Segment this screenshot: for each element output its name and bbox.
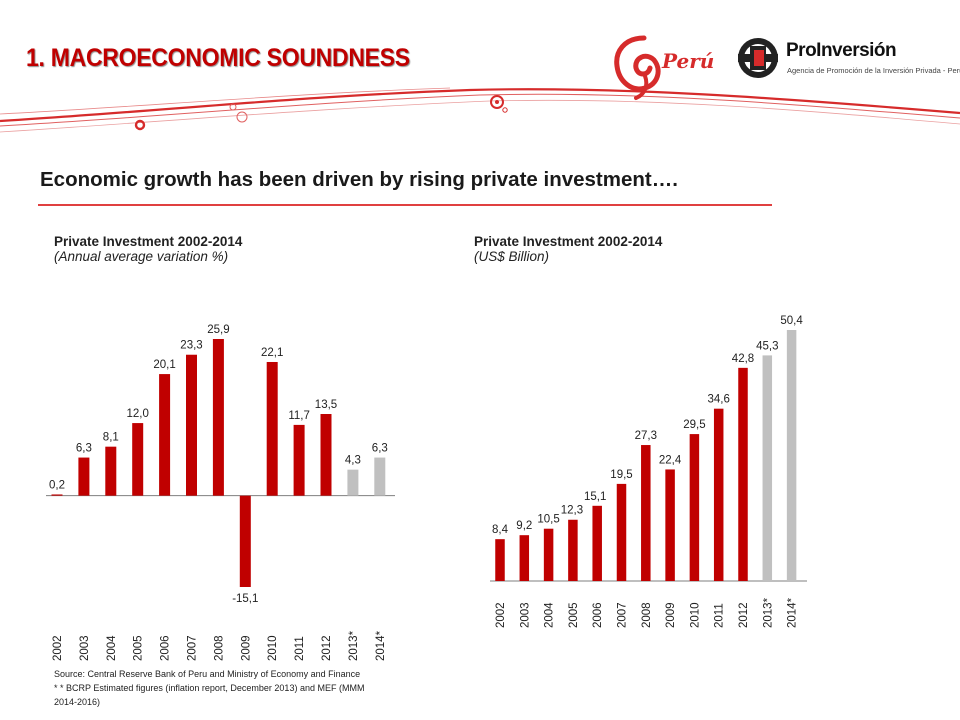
data-label-2008: 27,3 (635, 430, 657, 442)
tick-label-2014*: 2014* (787, 597, 799, 628)
data-label-2003: 9,2 (516, 520, 532, 532)
data-label-2007: 23,3 (180, 340, 202, 352)
bar-2004 (105, 446, 117, 496)
slide-subtitle: Economic growth has been driven by risin… (40, 168, 678, 191)
tick-label-2007: 2007 (617, 602, 629, 628)
data-label-2012: 42,8 (732, 353, 754, 365)
tick-label-2003: 2003 (79, 635, 91, 661)
tick-label-2008: 2008 (213, 635, 225, 661)
bar-2010 (689, 434, 700, 581)
left-chart-heading: Private Investment 2002-2014 (Annual ave… (54, 234, 242, 264)
tick-label-2004: 2004 (544, 602, 556, 628)
tick-label-2011: 2011 (714, 603, 726, 628)
right-chart-title: Private Investment 2002-2014 (474, 234, 663, 249)
tick-label-2007: 2007 (187, 635, 199, 661)
tick-label-2002: 2002 (52, 635, 64, 661)
bar-2008 (641, 445, 651, 581)
bar-2007 (616, 483, 627, 581)
bar-2014* (374, 457, 386, 496)
data-label-2009: 22,4 (659, 454, 682, 466)
tick-label-2011: 2011 (294, 636, 306, 661)
data-label-2010: 29,5 (683, 419, 705, 431)
bar-2007 (186, 354, 197, 496)
data-label-2002: 8,4 (492, 524, 509, 536)
tick-label-2002: 2002 (495, 602, 507, 628)
subtitle-divider (38, 204, 772, 206)
header-swoosh (0, 87, 960, 133)
data-label-2002: 0,2 (49, 479, 65, 491)
source-line-1: Source: Central Reserve Bank of Peru and… (54, 669, 361, 679)
tick-label-2014*: 2014* (375, 630, 387, 661)
tick-label-2010: 2010 (689, 602, 701, 628)
bar-2012 (320, 414, 332, 496)
tick-label-2004: 2004 (106, 635, 118, 661)
data-label-2004: 10,5 (537, 514, 559, 526)
left-chart-title: Private Investment 2002-2014 (54, 234, 243, 249)
bar-2006 (592, 505, 602, 581)
source-line-2: * * BCRP Estimated figures (inflation re… (54, 683, 365, 693)
tick-label-2006: 2006 (160, 635, 172, 661)
bar-2004 (543, 528, 554, 581)
left-chart-subtitle: (Annual average variation %) (54, 249, 229, 264)
data-label-2008: 25,9 (207, 324, 229, 336)
source-line-3: 2014-2016) (54, 697, 101, 707)
bar-2005 (132, 423, 144, 496)
bar-2013* (347, 469, 359, 496)
tick-label-2009: 2009 (240, 635, 252, 661)
tick-label-2009: 2009 (665, 602, 677, 628)
data-label-2009: -15,1 (232, 593, 258, 605)
bar-2008 (212, 339, 224, 496)
bar-2005 (568, 519, 578, 581)
peru-logo: Perú (614, 35, 714, 100)
data-label-2004: 8,1 (103, 432, 119, 444)
data-label-2011: 34,6 (708, 394, 730, 406)
bar-2014* (786, 330, 797, 581)
bar-2006 (159, 374, 171, 496)
bar-2003 (519, 535, 530, 581)
data-label-2010: 22,1 (261, 347, 283, 359)
tick-label-2010: 2010 (267, 635, 279, 661)
data-label-2003: 6,3 (76, 443, 92, 455)
data-label-2014*: 6,3 (372, 443, 388, 455)
tick-label-2006: 2006 (592, 602, 604, 628)
tick-label-2005: 2005 (568, 602, 580, 628)
proinversion-logo-name: ProInversión (786, 40, 897, 61)
data-label-2005: 12,0 (127, 408, 149, 420)
bar-2011 (713, 408, 724, 581)
tick-label-2003: 2003 (519, 602, 531, 628)
bar-2003 (78, 457, 90, 496)
data-label-2006: 15,1 (584, 491, 606, 503)
tick-label-2005: 2005 (133, 635, 145, 661)
data-label-2007: 19,5 (610, 469, 632, 481)
bar-2012 (738, 367, 748, 581)
bar-2013* (762, 355, 773, 581)
data-label-2006: 20,1 (153, 359, 175, 371)
bar-2009 (665, 469, 675, 581)
tick-label-2008: 2008 (641, 602, 653, 628)
data-label-2014*: 50,4 (780, 315, 803, 327)
bar-2011 (293, 424, 305, 496)
bar-2002 (51, 494, 63, 496)
source-note: Source: Central Reserve Bank of Peru and… (54, 667, 444, 709)
data-label-2005: 12,3 (561, 505, 583, 517)
right-chart-heading: Private Investment 2002-2014 (US$ Billio… (474, 234, 662, 264)
tick-label-2013*: 2013* (348, 630, 360, 661)
proinversion-logo-icon (738, 38, 778, 78)
right-chart-subtitle: (US$ Billion) (474, 249, 550, 264)
data-label-2013*: 4,3 (345, 455, 361, 467)
tick-label-2012: 2012 (738, 602, 750, 628)
proinversion-logo-tagline: Agencia de Promoción de la Inversión Pri… (787, 66, 960, 75)
peru-logo-text: Perú (661, 49, 714, 73)
data-label-2013*: 45,3 (756, 340, 778, 352)
bar-2010 (266, 361, 278, 496)
tick-label-2012: 2012 (321, 635, 333, 661)
bar-2009 (239, 495, 251, 587)
data-label-2011: 11,7 (288, 410, 310, 422)
tick-label-2013*: 2013* (762, 597, 774, 628)
bar-2002 (495, 539, 505, 581)
data-label-2012: 13,5 (315, 399, 337, 411)
page-title: 1. MACROECONOMIC SOUNDNESS (26, 44, 410, 72)
